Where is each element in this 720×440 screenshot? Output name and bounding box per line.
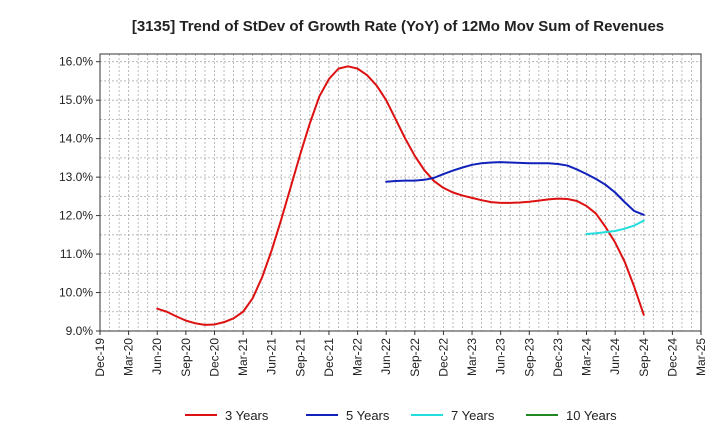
y-tick-label: 14.0%: [59, 132, 93, 146]
y-tick-label: 12.0%: [59, 209, 93, 223]
x-tick-label: Dec-24: [665, 338, 679, 377]
y-tick-label: 10.0%: [59, 286, 93, 300]
x-tick-label: Jun-22: [379, 338, 393, 375]
series-line-7-years: [585, 219, 645, 236]
x-tick-label: Sep-20: [179, 338, 193, 377]
legend-label: 7 Years: [451, 408, 495, 423]
legend-label: 3 Years: [225, 408, 269, 423]
x-tick-label: Sep-22: [408, 338, 422, 377]
x-tick-label: Dec-21: [322, 338, 336, 377]
x-tick-label: Sep-24: [637, 338, 651, 377]
x-tick-label: Dec-23: [551, 338, 565, 377]
y-tick-label: 9.0%: [66, 324, 94, 338]
x-tick-label: Mar-20: [122, 338, 136, 376]
y-tick-label: 13.0%: [59, 170, 93, 184]
plot-area: [100, 54, 701, 331]
x-tick-label: Mar-25: [694, 338, 708, 376]
series-line-3-years: [156, 65, 645, 326]
x-tick-label: Jun-23: [494, 338, 508, 375]
x-tick-label: Jun-21: [265, 338, 279, 375]
x-tick-label: Mar-22: [351, 338, 365, 376]
x-tick-label: Mar-24: [580, 338, 594, 376]
legend-label: 5 Years: [346, 408, 390, 423]
x-tick-label: Dec-19: [93, 338, 107, 377]
x-tick-label: Sep-23: [522, 338, 536, 377]
x-tick-label: Mar-21: [236, 338, 250, 376]
chart-title: [3135] Trend of StDev of Growth Rate (Yo…: [132, 18, 664, 35]
plot-border: [99, 53, 702, 332]
legend-label: 10 Years: [566, 408, 617, 423]
x-tick-label: Sep-21: [293, 338, 307, 377]
x-tick-label: Jun-24: [608, 338, 622, 375]
x-tick-label: Dec-20: [207, 338, 221, 377]
x-tick-label: Mar-23: [465, 338, 479, 376]
x-tick-label: Jun-20: [150, 338, 164, 375]
x-tick-label: Dec-22: [436, 338, 450, 377]
y-tick-label: 11.0%: [60, 247, 93, 261]
y-tick-label: 15.0%: [59, 93, 93, 107]
y-tick-label: 16.0%: [59, 55, 93, 69]
series-line-5-years: [385, 161, 645, 216]
